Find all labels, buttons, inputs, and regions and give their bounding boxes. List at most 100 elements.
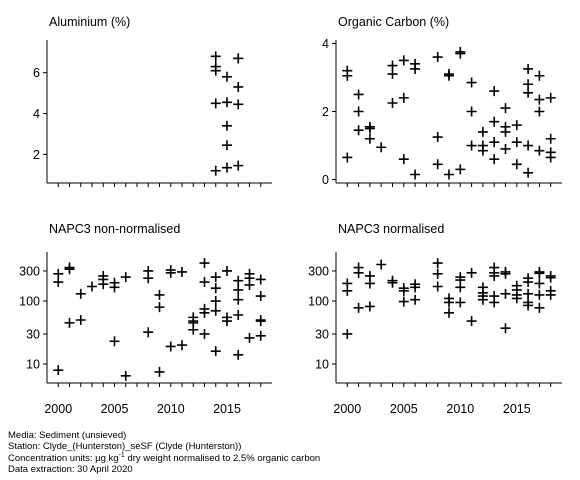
data-point bbox=[489, 270, 500, 281]
data-point bbox=[432, 281, 443, 292]
data-point bbox=[210, 272, 221, 283]
data-point bbox=[534, 289, 545, 300]
data-point bbox=[455, 48, 466, 59]
data-point bbox=[523, 79, 534, 90]
data-point bbox=[466, 77, 477, 88]
panel-title: NAPC3 non-normalised bbox=[49, 222, 180, 236]
data-point bbox=[210, 51, 221, 62]
data-point bbox=[165, 267, 176, 278]
data-point bbox=[432, 52, 443, 63]
data-point bbox=[53, 268, 64, 279]
data-point bbox=[98, 279, 109, 290]
y-tick-label: 0 bbox=[322, 173, 329, 187]
data-point bbox=[398, 285, 409, 296]
data-point bbox=[353, 302, 364, 313]
data-point bbox=[233, 310, 244, 321]
data-point bbox=[143, 327, 154, 338]
data-point bbox=[109, 336, 120, 347]
data-point bbox=[353, 89, 364, 100]
data-point bbox=[500, 268, 511, 279]
data-point bbox=[523, 140, 534, 151]
panel-4: NAPC3 normalised 10 30 100 300 2000 2005 2010 20… bbox=[308, 222, 562, 416]
data-point bbox=[120, 272, 131, 283]
data-point bbox=[398, 296, 409, 307]
y-tick-label: 30 bbox=[26, 327, 40, 341]
data-point bbox=[143, 273, 154, 284]
footer-station: Station: Clyde_(Hunterston)_seSF (Clyde … bbox=[8, 441, 242, 453]
data-point bbox=[444, 169, 454, 180]
data-point bbox=[87, 281, 97, 292]
data-point bbox=[199, 277, 210, 288]
y-tick-label: 10 bbox=[315, 358, 329, 372]
data-point bbox=[432, 258, 443, 269]
data-point bbox=[466, 140, 477, 151]
data-point bbox=[545, 289, 556, 300]
data-point bbox=[244, 332, 255, 343]
data-point bbox=[523, 288, 534, 299]
y-tick-label: 300 bbox=[308, 264, 329, 278]
data-point bbox=[342, 70, 353, 81]
x-tick-label: 2010 bbox=[157, 402, 185, 416]
data-point bbox=[523, 87, 534, 98]
data-point bbox=[410, 169, 421, 180]
data-point bbox=[500, 126, 511, 137]
data-point bbox=[210, 98, 221, 109]
data-point bbox=[210, 296, 221, 307]
panel-2: Organic Carbon (%) 0 2 4 bbox=[322, 15, 562, 187]
data-point bbox=[222, 97, 232, 108]
data-point bbox=[500, 288, 511, 299]
data-point bbox=[255, 316, 266, 327]
data-point bbox=[244, 279, 255, 290]
data-point bbox=[75, 314, 86, 325]
data-point bbox=[120, 370, 131, 381]
data-point bbox=[199, 258, 210, 269]
data-point bbox=[154, 289, 165, 300]
y-tick-label: 30 bbox=[315, 327, 329, 341]
data-point bbox=[210, 346, 221, 357]
data-point bbox=[511, 293, 522, 304]
data-point bbox=[523, 63, 534, 74]
y-tick-label: 2 bbox=[33, 148, 40, 162]
data-point bbox=[545, 133, 556, 144]
data-point bbox=[353, 267, 364, 278]
data-point bbox=[489, 86, 500, 97]
y-tick-label: 4 bbox=[33, 107, 40, 121]
data-point bbox=[64, 262, 75, 273]
y-tick-label: 100 bbox=[308, 295, 329, 309]
data-point bbox=[477, 294, 488, 305]
data-point bbox=[534, 70, 545, 81]
data-point bbox=[398, 55, 409, 66]
data-point bbox=[466, 267, 477, 278]
data-point bbox=[222, 120, 232, 131]
data-point bbox=[477, 145, 488, 156]
data-point bbox=[511, 120, 522, 131]
data-point bbox=[387, 277, 398, 288]
data-point bbox=[75, 288, 86, 299]
x-tick-label: 2015 bbox=[503, 402, 531, 416]
data-point bbox=[455, 164, 466, 175]
footer-media: Media: Sediment (unsieved) bbox=[8, 430, 127, 441]
data-point bbox=[210, 65, 221, 76]
data-point bbox=[466, 106, 477, 117]
footer-notes: Media: Sediment (unsieved) Station: Clyd… bbox=[8, 430, 320, 475]
data-point bbox=[342, 285, 353, 296]
panel-title: Aluminium (%) bbox=[49, 15, 130, 29]
data-point bbox=[466, 316, 477, 327]
data-point bbox=[353, 106, 364, 117]
y-tick-label: 4 bbox=[322, 37, 329, 51]
data-point bbox=[233, 275, 244, 286]
data-point bbox=[210, 305, 221, 316]
data-point bbox=[534, 145, 545, 156]
data-point bbox=[545, 92, 556, 103]
panel-3: NAPC3 non-normalised 10 30 100 300 2000 2005 20… bbox=[19, 222, 272, 416]
data-point bbox=[342, 152, 353, 163]
x-tick-label: 2000 bbox=[44, 402, 72, 416]
y-tick-label: 6 bbox=[33, 66, 40, 80]
footer-units-sup: -1 bbox=[118, 451, 125, 459]
data-point bbox=[199, 307, 210, 318]
data-point bbox=[233, 284, 244, 295]
data-point bbox=[364, 133, 375, 144]
data-point bbox=[376, 259, 387, 270]
data-point bbox=[489, 116, 500, 127]
panel-1: Aluminium (%) 2 4 6 bbox=[33, 15, 272, 187]
